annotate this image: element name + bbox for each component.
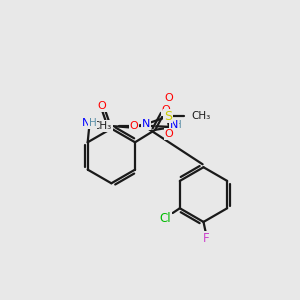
Text: O: O: [130, 121, 138, 131]
Text: N: N: [82, 118, 90, 128]
Text: Cl: Cl: [159, 212, 171, 226]
Text: S: S: [164, 110, 172, 123]
Text: O: O: [162, 105, 170, 115]
Text: CH₃: CH₃: [93, 121, 112, 131]
Text: O: O: [165, 129, 173, 139]
Text: O: O: [165, 93, 173, 103]
Text: H: H: [89, 118, 97, 128]
Text: CH₃: CH₃: [191, 111, 210, 121]
Text: O: O: [98, 101, 106, 111]
Text: N: N: [142, 119, 150, 129]
Text: F: F: [203, 232, 210, 245]
Text: H: H: [174, 120, 182, 130]
Text: N: N: [170, 120, 178, 130]
